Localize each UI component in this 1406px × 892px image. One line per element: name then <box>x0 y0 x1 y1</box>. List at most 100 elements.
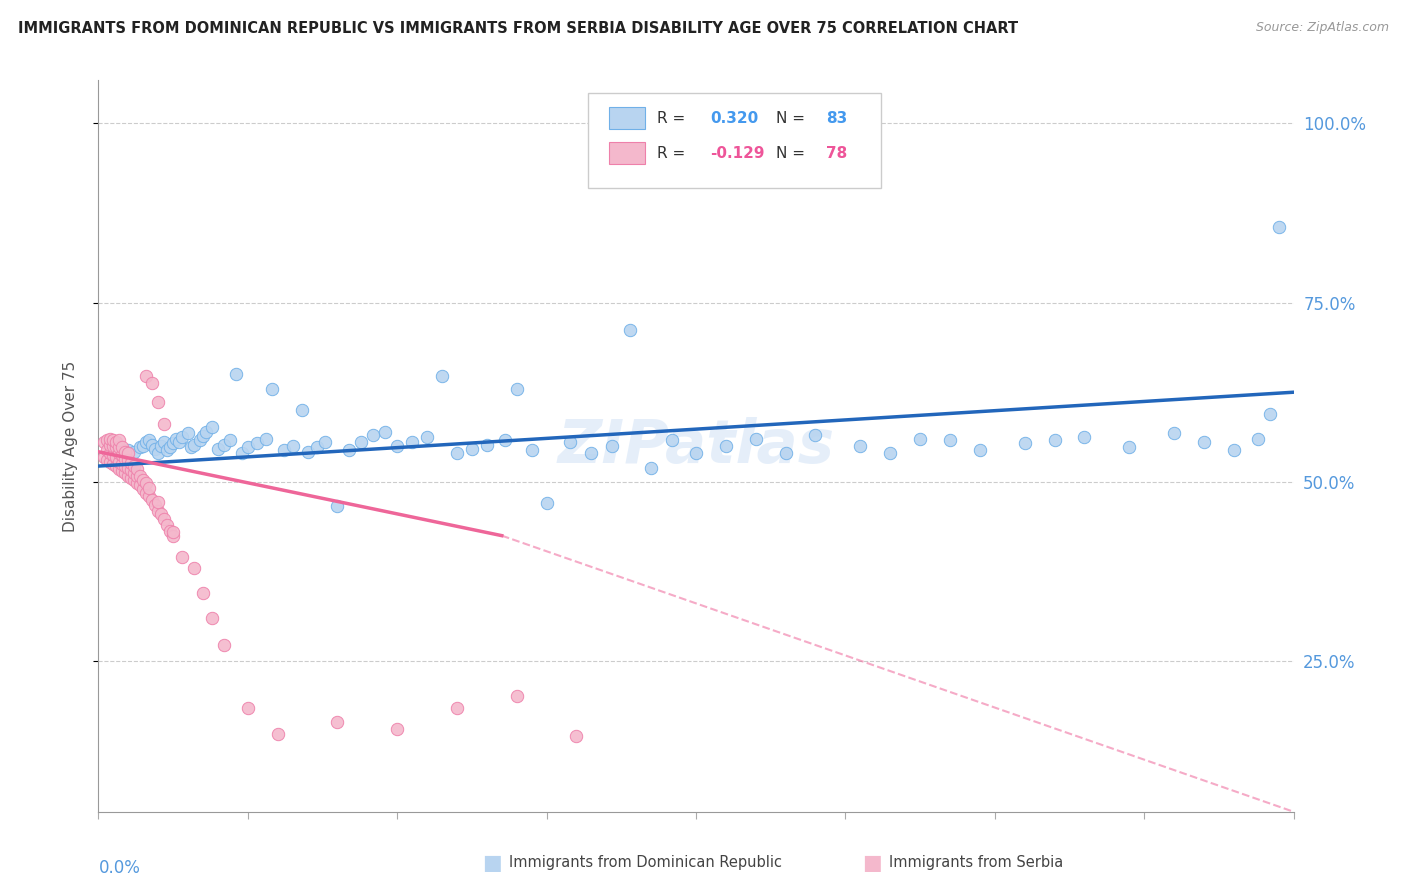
Point <box>745 432 768 446</box>
Point <box>156 442 179 457</box>
Text: 78: 78 <box>827 146 848 161</box>
Point <box>148 503 170 517</box>
Point <box>120 471 142 485</box>
Point <box>138 481 160 495</box>
Point <box>254 432 277 446</box>
Point <box>117 453 139 467</box>
Point <box>167 434 190 449</box>
Point <box>105 450 128 464</box>
Point <box>714 439 737 453</box>
Text: Immigrants from Serbia: Immigrants from Serbia <box>889 855 1063 870</box>
Point <box>172 550 194 565</box>
Point <box>117 442 139 457</box>
Point <box>1247 432 1270 446</box>
Point <box>114 444 136 458</box>
Point <box>246 436 269 450</box>
Point <box>159 524 181 538</box>
Point <box>1223 442 1246 457</box>
Point <box>132 439 155 453</box>
Point <box>153 435 176 450</box>
Point <box>536 496 558 510</box>
Point <box>103 448 125 462</box>
Point <box>1267 220 1289 235</box>
Point <box>231 446 253 460</box>
Point <box>111 441 134 455</box>
Point <box>124 459 146 474</box>
Point <box>120 463 142 477</box>
Point <box>143 442 166 456</box>
Point <box>416 430 439 444</box>
Point <box>969 442 991 457</box>
Point <box>191 586 214 600</box>
Point <box>849 439 872 453</box>
Point <box>132 474 155 488</box>
Point <box>281 439 304 453</box>
Point <box>129 441 152 455</box>
Point <box>117 460 139 475</box>
Point <box>98 446 122 460</box>
Point <box>129 478 152 492</box>
Text: 0.0%: 0.0% <box>98 859 141 877</box>
Text: 83: 83 <box>827 111 848 126</box>
Point <box>165 432 187 446</box>
Point <box>114 451 136 466</box>
Point <box>105 459 128 474</box>
Point <box>494 434 516 448</box>
Point <box>135 485 157 500</box>
Point <box>150 439 173 453</box>
Point <box>103 457 125 471</box>
Point <box>148 394 170 409</box>
Point <box>640 460 662 475</box>
Point <box>201 611 224 625</box>
Point <box>120 456 142 470</box>
Point <box>150 507 173 521</box>
FancyBboxPatch shape <box>609 107 644 129</box>
Point <box>506 689 529 703</box>
Point <box>132 482 155 496</box>
Point <box>201 420 224 434</box>
Point <box>96 434 118 448</box>
Text: R =: R = <box>657 111 690 126</box>
Point <box>138 434 160 448</box>
Text: ZIPatlas: ZIPatlas <box>557 417 835 475</box>
Point <box>108 462 131 476</box>
Point <box>1192 435 1215 450</box>
Point <box>129 469 152 483</box>
Text: N =: N = <box>776 146 810 161</box>
Point <box>560 434 582 449</box>
Point <box>93 450 115 464</box>
Point <box>108 441 131 455</box>
Point <box>108 446 131 460</box>
Text: IMMIGRANTS FROM DOMINICAN REPUBLIC VS IMMIGRANTS FROM SERBIA DISABILITY AGE OVER: IMMIGRANTS FROM DOMINICAN REPUBLIC VS IM… <box>18 21 1018 37</box>
Point <box>124 474 146 488</box>
Point <box>225 368 247 382</box>
Point <box>162 436 184 450</box>
Point <box>188 434 211 448</box>
Text: Source: ZipAtlas.com: Source: ZipAtlas.com <box>1256 21 1389 35</box>
Point <box>111 464 134 478</box>
Point <box>461 442 484 456</box>
Point <box>141 376 163 390</box>
Point <box>506 382 529 396</box>
Point <box>135 476 157 491</box>
Point <box>141 437 163 451</box>
Point <box>124 467 146 481</box>
Point <box>159 441 181 455</box>
Point <box>162 524 184 539</box>
Point <box>195 425 218 439</box>
Point <box>143 498 166 512</box>
Point <box>183 437 205 451</box>
Text: R =: R = <box>657 146 690 161</box>
Point <box>98 432 122 446</box>
Point <box>93 435 115 450</box>
Point <box>148 446 170 460</box>
Point <box>1043 434 1066 448</box>
Point <box>177 426 200 441</box>
Point <box>1118 441 1140 455</box>
Point <box>114 467 136 481</box>
Point <box>804 428 827 442</box>
Point <box>291 403 314 417</box>
Point <box>156 517 179 532</box>
Point <box>326 499 349 513</box>
Point <box>236 700 259 714</box>
